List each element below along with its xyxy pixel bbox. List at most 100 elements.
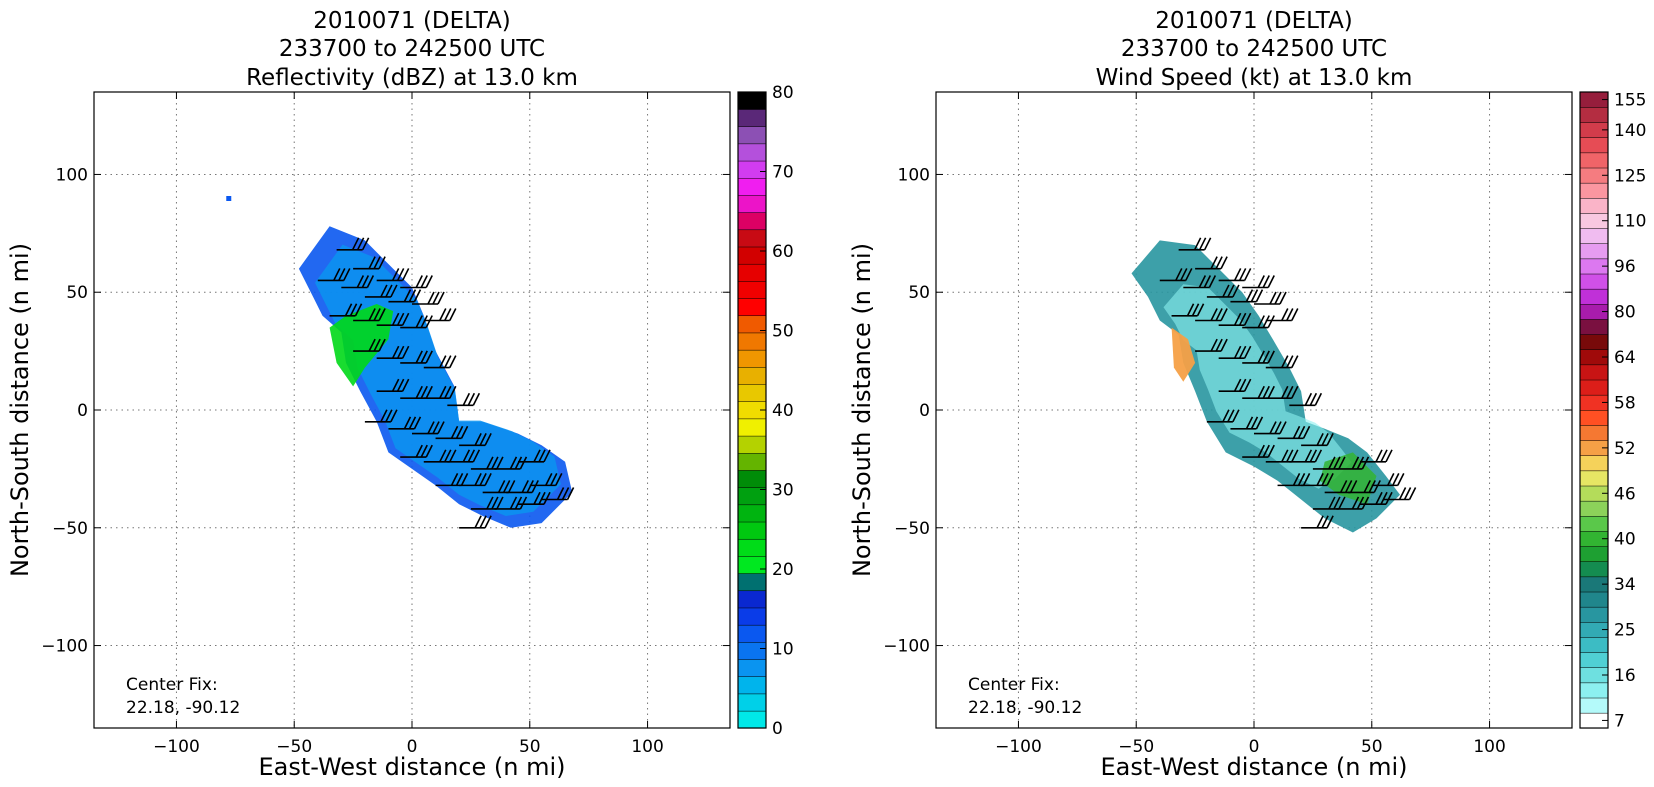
colorbar-segment: [1579, 288, 1609, 305]
wind-barb: [1242, 315, 1275, 329]
colorbar-tick-label: 16: [1614, 666, 1636, 686]
colorbar-tick-label: 80: [1614, 303, 1636, 323]
colorbar-tick-label: 40: [1614, 530, 1636, 550]
colorbar-segment: [1579, 197, 1609, 214]
wind-barb: [459, 432, 492, 447]
colorbar-segment: [737, 280, 767, 299]
y-tick-label: 50: [908, 283, 930, 303]
reflectivity-outlier-pixel: [226, 196, 232, 201]
wind-barb: [1360, 491, 1393, 506]
right-title-line-2: 233700 to 242500 UTC: [1121, 36, 1387, 62]
wind-barb: [388, 416, 422, 430]
wind-barb: [1348, 480, 1381, 494]
wind-barb: [364, 409, 398, 423]
wind-barb: [400, 444, 433, 458]
wind-barb: [518, 449, 551, 463]
wind-barb: [435, 425, 469, 440]
wind-barb: [400, 315, 433, 329]
right-center-fix-value: 22.18, -90.12: [968, 698, 1082, 718]
wind-barb: [1195, 308, 1228, 322]
colorbar-segment: [1579, 424, 1609, 441]
colorbar-segment: [737, 469, 767, 488]
wind-barb: [1336, 456, 1370, 470]
colorbar-segment: [1579, 318, 1609, 335]
y-tick-label: −50: [52, 519, 88, 539]
x-tick-label: −100: [995, 737, 1042, 757]
wind-barb: [1218, 345, 1252, 359]
colorbar-segment: [737, 349, 767, 368]
wind-barb: [341, 275, 375, 289]
colorbar-segment: [737, 521, 767, 540]
left-title-line-1: 2010071 (DELTA): [313, 8, 511, 34]
colorbar-segment: [737, 658, 767, 677]
wind-barb: [470, 496, 504, 510]
wind-barb: [364, 284, 398, 298]
x-tick-label: 50: [519, 737, 541, 757]
colorbar-segment: [737, 435, 767, 454]
colorbar-tick-label: 20: [772, 560, 794, 580]
right-axis-ticks: −100 −50 0 50 100 −100 −50 0 50 100: [883, 92, 1572, 757]
colorbar-segment: [737, 91, 767, 110]
moderate-wind-region: [1320, 452, 1377, 505]
colorbar-segment: [1579, 591, 1609, 608]
left-grid: [94, 92, 730, 728]
colorbar-segment: [737, 383, 767, 402]
wind-barb: [494, 456, 528, 470]
right-y-axis-label: North-South distance (n mi): [848, 243, 876, 577]
colorbar-segment: [737, 332, 767, 351]
x-tick-label: −100: [153, 737, 200, 757]
wind-barb: [1301, 432, 1334, 447]
wind-barbs-right: [1159, 237, 1417, 529]
colorbar-tick-label: 155: [1614, 91, 1646, 111]
colorbar-segment: [737, 246, 767, 265]
wind-barb: [1383, 487, 1417, 501]
wind-barb: [1289, 449, 1323, 463]
right-title-line-3: Wind Speed (kt) at 13.0 km: [1096, 65, 1413, 91]
colorbar-segment: [1579, 152, 1609, 169]
x-tick-label: 100: [631, 737, 663, 757]
colorbar-segment: [737, 143, 767, 162]
colorbar-segment: [1579, 470, 1609, 487]
wind-barb: [435, 473, 469, 487]
colorbar-segment: [1579, 682, 1609, 699]
colorbar-segment: [1579, 561, 1609, 578]
colorbar-tick-label: 50: [772, 322, 794, 342]
colorbar-segment: [1579, 652, 1609, 668]
colorbar-tick-label: 7: [1614, 711, 1625, 731]
colorbar-segment: [1579, 228, 1609, 244]
x-tick-label: 0: [1249, 737, 1260, 757]
wind-barb: [400, 350, 433, 364]
wind-barb: [423, 308, 457, 322]
colorbar-segment: [737, 194, 767, 213]
wind-barb: [1371, 473, 1405, 487]
wind-barb: [1171, 303, 1205, 317]
right-plot-area: −100 −50 0 50 100 −100 −50 0 50 100 Center Fix: 2…: [883, 91, 1573, 757]
wind-barb: [1230, 416, 1264, 430]
wind-barb: [1242, 275, 1275, 289]
x-tick-label: 50: [1361, 737, 1383, 757]
wind-barb: [1265, 449, 1299, 463]
colorbar-segment: [1579, 546, 1609, 562]
colorbar-tick-label: 10: [772, 640, 794, 660]
reflectivity-colorbar: 0 10 20 30 40 50 60 70 80: [737, 83, 794, 739]
colorbar-segment: [1579, 379, 1609, 396]
wind-barb: [506, 480, 539, 494]
left-y-axis-label: North-South distance (n mi): [6, 243, 34, 577]
colorbar-segment: [737, 504, 767, 523]
wind-barb: [1301, 515, 1334, 529]
colorbar-segment: [737, 693, 767, 712]
wind-barb: [1218, 268, 1252, 282]
wind-barb: [459, 515, 492, 529]
colorbar-segment: [737, 177, 767, 196]
colorbar-segment: [737, 263, 767, 282]
left-x-axis-label: East-West distance (n mi): [258, 753, 565, 781]
y-tick-label: 100: [56, 165, 88, 185]
wind-barb: [459, 473, 492, 487]
colorbar-tick-label: 96: [1614, 257, 1636, 277]
y-tick-label: 50: [66, 283, 88, 303]
x-tick-label: −50: [276, 737, 312, 757]
colorbar-segment: [737, 366, 767, 385]
wind-barb: [1206, 409, 1240, 423]
wind-barb: [1324, 480, 1358, 494]
x-tick-label: −50: [1118, 737, 1154, 757]
